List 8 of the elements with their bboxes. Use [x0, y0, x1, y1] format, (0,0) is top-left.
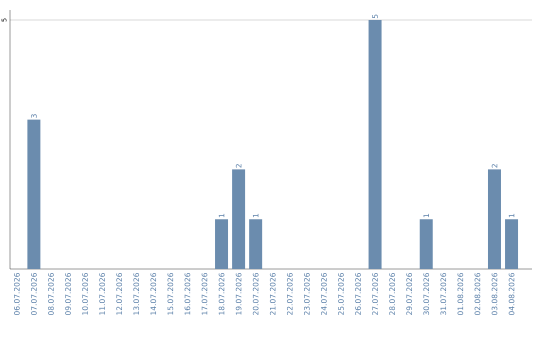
bar [232, 169, 246, 269]
bar [488, 169, 501, 269]
bar [249, 219, 262, 269]
bar [505, 219, 518, 269]
bar [27, 120, 40, 269]
bar [420, 219, 433, 269]
bar [368, 20, 382, 269]
bar [215, 219, 228, 269]
